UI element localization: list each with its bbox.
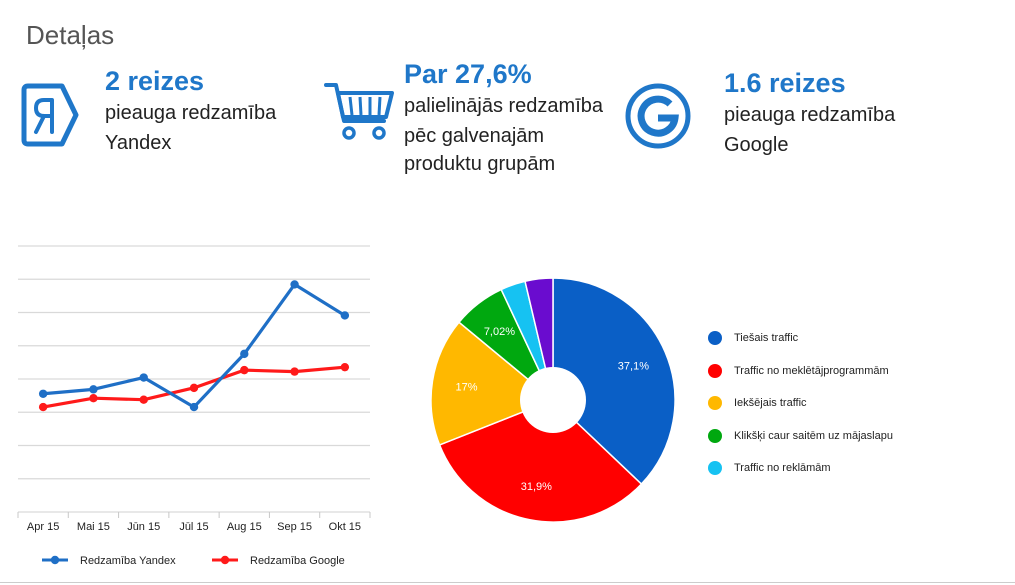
yandex-logo-icon bbox=[21, 83, 79, 147]
data-point-yandex bbox=[38, 389, 48, 398]
pie-slice bbox=[438, 399, 643, 523]
data-point-yandex bbox=[189, 402, 199, 412]
pie-legend-label: Klikšķi caur saitēm uz mājaslapu bbox=[734, 429, 893, 442]
pie-legend-swatch bbox=[708, 428, 722, 443]
stat-product-groups-desc-line-2: pēc galvenajām bbox=[404, 125, 545, 147]
data-point-yandex bbox=[89, 385, 98, 394]
data-point-yandex bbox=[240, 349, 249, 359]
stat-product-groups-desc-line-3: produktu grupām bbox=[404, 153, 556, 175]
pie-slice bbox=[552, 277, 676, 486]
data-point-google bbox=[240, 365, 249, 375]
data-point-google bbox=[290, 367, 299, 376]
pie-legend-swatch bbox=[708, 461, 722, 475]
data-point-yandex bbox=[290, 280, 299, 289]
pie-legend-label: Traffic no reklāmām bbox=[734, 462, 831, 474]
line-chart: Apr 15 Mai 15 Jūn 15 Jūl 15 Aug 15 Sep 15 Okt … bbox=[0, 230, 380, 575]
x-tick-label: Apr 15 bbox=[27, 521, 59, 533]
x-tick-label: Jūl 15 bbox=[179, 521, 208, 533]
pie-legend-label: Tiešais traffic bbox=[734, 332, 799, 344]
stat-google-headline: 1.6 reizes bbox=[724, 68, 846, 98]
slice-label: 7,02% bbox=[484, 326, 515, 338]
x-tick-label: Okt 15 bbox=[329, 521, 361, 533]
stat-google-desc-line-1: pieauga redzamība bbox=[724, 104, 896, 126]
bottom-divider bbox=[0, 582, 1015, 583]
x-tick-label: Jūn 15 bbox=[127, 521, 160, 533]
donut-hole bbox=[520, 367, 586, 433]
stat-yandex-desc-line-1: pieauga redzamība bbox=[105, 102, 277, 124]
x-tick-label: Aug 15 bbox=[227, 521, 262, 533]
pie-legend-swatch bbox=[708, 363, 722, 378]
legend-label: Redzamība Yandex bbox=[80, 555, 176, 567]
stat-yandex-desc-line-2: Yandex bbox=[105, 132, 172, 154]
data-point-google bbox=[38, 402, 48, 412]
pie-legend-swatch bbox=[708, 331, 722, 345]
data-point-yandex bbox=[139, 373, 148, 382]
stat-yandex-headline: 2 reizes bbox=[105, 66, 205, 96]
google-logo-icon bbox=[625, 83, 691, 149]
stat-yandex: 2 reizes pieauga redzamība Yandex bbox=[0, 60, 320, 170]
stat-product-groups-headline: Par 27,6% bbox=[404, 59, 532, 89]
x-tick-label: Sep 15 bbox=[277, 521, 312, 533]
line-chart-svg: Apr 15 Mai 15 Jūn 15 Jūl 15 Aug 15 Sep 15 Okt … bbox=[17, 245, 371, 567]
slice-label: 17% bbox=[456, 381, 478, 393]
legend-marker bbox=[220, 555, 230, 565]
data-point-yandex bbox=[340, 311, 350, 320]
slice-label: 31,9% bbox=[521, 481, 552, 493]
page-title: Detaļas bbox=[26, 20, 115, 50]
pie-chart-svg: 37,1% 31,9% 17% 7,02% bbox=[430, 277, 676, 523]
legend-label: Redzamība Google bbox=[250, 555, 345, 567]
pie-legend-label: Iekšējais traffic bbox=[734, 397, 807, 409]
stat-product-groups-desc-line-1: palielinājās redzamība bbox=[404, 95, 604, 117]
stat-google: 1.6 reizes pieauga redzamība Google bbox=[620, 60, 940, 170]
legend-marker bbox=[50, 555, 60, 565]
pie-legend-swatch bbox=[708, 396, 722, 410]
data-point-google bbox=[189, 383, 199, 393]
stat-product-groups: Par 27,6% palielinājās redzamība pēc gal… bbox=[320, 55, 630, 185]
stat-google-desc-line-2: Google bbox=[724, 134, 789, 156]
pie-chart: 37,1% 31,9% 17% 7,02% bbox=[420, 270, 710, 540]
pie-legend-label: Traffic no meklētājprogrammām bbox=[734, 364, 889, 377]
data-point-google bbox=[139, 395, 148, 404]
data-point-google bbox=[89, 394, 98, 403]
x-tick-label: Mai 15 bbox=[77, 521, 110, 533]
slice-label: 37,1% bbox=[618, 361, 649, 373]
pie-slice bbox=[430, 321, 555, 446]
shopping-cart-icon bbox=[324, 83, 394, 140]
data-point-google bbox=[340, 362, 350, 372]
